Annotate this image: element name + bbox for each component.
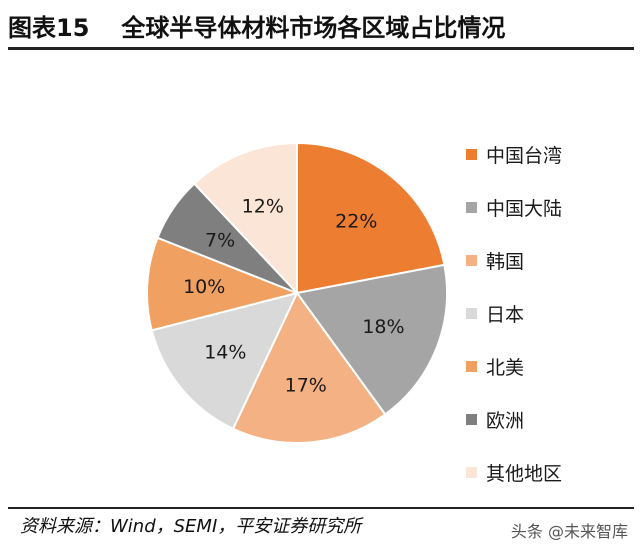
data-label-2: 18%	[362, 316, 404, 338]
pie-slice-3	[231, 291, 387, 444]
legend-label: 北美	[486, 357, 525, 379]
legend-item-2: 中国大陆	[466, 181, 562, 234]
legend-item-6: 欧洲	[466, 393, 562, 446]
watermark: 头条 @未来智库	[510, 522, 628, 541]
chart-legend: 中国台湾中国大陆韩国日本北美欧洲其他地区	[466, 128, 562, 499]
data-label-5: 10%	[183, 276, 225, 298]
legend-item-1: 中国台湾	[466, 128, 562, 181]
figure-title: 图表15 全球半导体材料市场各区域占比情况	[8, 4, 634, 46]
pie-slice-5	[146, 236, 301, 332]
legend-swatch	[466, 467, 477, 478]
legend-item-5: 北美	[466, 340, 562, 393]
pie-slice-1	[296, 141, 446, 295]
footer-divider	[8, 507, 634, 509]
pie-slice-7	[192, 141, 298, 296]
pie-slice-2	[295, 263, 448, 416]
legend-item-3: 韩国	[466, 234, 562, 287]
legend-item-7: 其他地区	[466, 446, 562, 499]
data-label-1: 22%	[335, 210, 377, 232]
figure-number: 图表15	[8, 13, 90, 42]
legend-label: 日本	[486, 304, 525, 326]
legend-swatch	[466, 361, 477, 372]
data-label-6: 7%	[205, 230, 235, 252]
pie-slice-4	[150, 291, 299, 431]
legend-swatch	[466, 149, 477, 160]
legend-label: 中国台湾	[486, 145, 563, 167]
legend-swatch	[466, 414, 477, 425]
legend-swatch	[466, 308, 477, 319]
legend-swatch	[466, 202, 477, 213]
source-note: 资料来源：Wind，SEMI，平安证券研究所	[20, 516, 362, 537]
data-label-3: 17%	[285, 375, 327, 397]
legend-item-4: 日本	[466, 287, 562, 340]
legend-swatch	[466, 255, 477, 266]
title-divider	[8, 47, 634, 50]
data-label-4: 14%	[204, 341, 246, 363]
chart-title: 全球半导体材料市场各区域占比情况	[121, 13, 506, 42]
legend-label: 其他地区	[486, 463, 563, 485]
legend-label: 中国大陆	[486, 198, 563, 220]
data-label-7: 12%	[242, 196, 284, 218]
legend-label: 韩国	[486, 251, 525, 273]
legend-label: 欧洲	[486, 410, 525, 432]
